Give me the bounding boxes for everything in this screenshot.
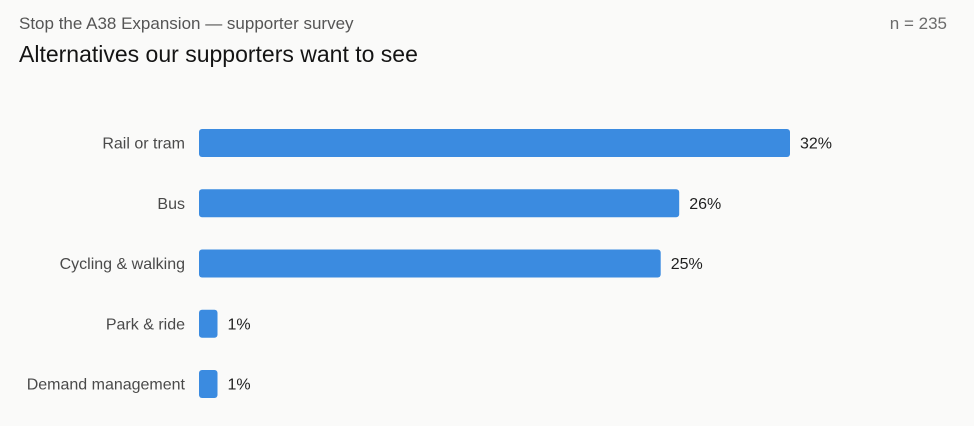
bar-3 bbox=[199, 309, 218, 338]
sample-size: n = 235 bbox=[889, 14, 947, 33]
value-label: 25% bbox=[671, 256, 703, 273]
survey-subtitle: Stop the A38 Expansion — supporter surve… bbox=[19, 14, 354, 33]
bar-2 bbox=[199, 249, 661, 278]
value-label: 1% bbox=[228, 316, 251, 333]
category-label: Cycling & walking bbox=[60, 256, 185, 273]
category-label: Demand management bbox=[27, 377, 186, 394]
value-label: 1% bbox=[228, 377, 251, 394]
bar-4 bbox=[199, 370, 218, 398]
bar-1 bbox=[199, 189, 680, 218]
value-label: 26% bbox=[689, 196, 721, 213]
category-label: Rail or tram bbox=[102, 136, 185, 153]
value-label: 32% bbox=[800, 136, 832, 153]
chart-title: Alternatives our supporters want to see bbox=[19, 41, 418, 67]
category-label: Park & ride bbox=[106, 316, 185, 333]
bar-0 bbox=[199, 129, 790, 157]
category-label: Bus bbox=[157, 196, 185, 213]
